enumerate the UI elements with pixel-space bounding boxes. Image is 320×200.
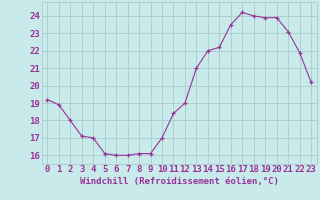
X-axis label: Windchill (Refroidissement éolien,°C): Windchill (Refroidissement éolien,°C) — [80, 177, 279, 186]
